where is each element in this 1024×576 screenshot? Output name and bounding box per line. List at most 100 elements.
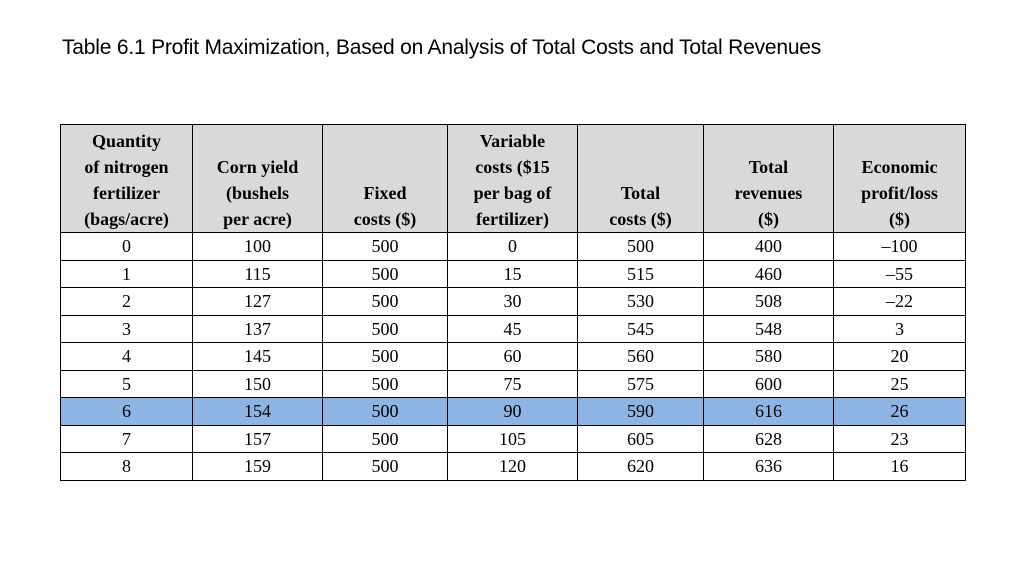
cell-total-costs: 590: [577, 397, 704, 426]
cell-quantity: 3: [60, 314, 193, 343]
table-row: 8 159 500 120 620 636 16: [60, 452, 966, 481]
cell-quantity: 4: [60, 342, 193, 371]
header-total-costs: Total costs ($): [577, 124, 704, 233]
cell-fixed-costs: 500: [322, 314, 448, 343]
header-line: Economic: [861, 157, 938, 177]
cell-variable-costs: 105: [447, 424, 578, 453]
cell-total-revenues: 400: [703, 232, 834, 261]
cell-economic-profit: 3: [833, 314, 966, 343]
cell-quantity: 5: [60, 369, 193, 398]
header-line: revenues: [734, 183, 803, 203]
table-row: 3 137 500 45 545 548 3: [60, 314, 966, 343]
cell-economic-profit: –100: [833, 232, 966, 261]
header-fixed-costs: Fixed costs ($): [322, 124, 448, 233]
cell-variable-costs: 120: [447, 452, 578, 481]
cell-economic-profit: 25: [833, 369, 966, 398]
cell-total-revenues: 580: [703, 342, 834, 371]
header-line: costs ($): [353, 209, 417, 229]
table-row: 5 150 500 75 575 600 25: [60, 369, 966, 398]
header-line: per bag of: [473, 183, 552, 203]
table-row-highlighted: 6 154 500 90 590 616 26: [60, 397, 966, 426]
cell-corn-yield: 150: [192, 369, 323, 398]
cell-variable-costs: 0: [447, 232, 578, 261]
header-line: of nitrogen: [84, 157, 169, 177]
header-line: costs ($15: [475, 157, 550, 177]
cell-fixed-costs: 500: [322, 424, 448, 453]
header-line: (bags/acre): [84, 209, 169, 229]
cell-total-costs: 515: [577, 259, 704, 288]
header-corn-yield: Corn yield (bushels per acre): [192, 124, 323, 233]
cell-corn-yield: 127: [192, 287, 323, 316]
cell-variable-costs: 45: [447, 314, 578, 343]
cell-economic-profit: 26: [833, 397, 966, 426]
cell-total-revenues: 616: [703, 397, 834, 426]
header-line: Corn yield: [216, 157, 299, 177]
cell-variable-costs: 15: [447, 259, 578, 288]
header-line: Total: [748, 157, 789, 177]
profit-maximization-table: Quantity of nitrogen fertilizer (bags/ac…: [60, 124, 966, 481]
cell-corn-yield: 100: [192, 232, 323, 261]
header-quantity: Quantity of nitrogen fertilizer (bags/ac…: [60, 124, 193, 233]
cell-corn-yield: 145: [192, 342, 323, 371]
header-line: per acre): [223, 209, 292, 229]
cell-variable-costs: 75: [447, 369, 578, 398]
table-row: 1 115 500 15 515 460 –55: [60, 259, 966, 288]
cell-corn-yield: 137: [192, 314, 323, 343]
cell-total-costs: 530: [577, 287, 704, 316]
table-row: 7 157 500 105 605 628 23: [60, 424, 966, 453]
cell-fixed-costs: 500: [322, 452, 448, 481]
cell-total-costs: 500: [577, 232, 704, 261]
header-line: fertilizer): [476, 209, 549, 229]
cell-corn-yield: 154: [192, 397, 323, 426]
cell-quantity: 8: [60, 452, 193, 481]
cell-total-costs: 560: [577, 342, 704, 371]
cell-variable-costs: 60: [447, 342, 578, 371]
cell-quantity: 0: [60, 232, 193, 261]
cell-economic-profit: 23: [833, 424, 966, 453]
cell-economic-profit: –22: [833, 287, 966, 316]
cell-total-costs: 545: [577, 314, 704, 343]
header-line: Quantity: [91, 131, 161, 151]
cell-variable-costs: 30: [447, 287, 578, 316]
cell-quantity: 2: [60, 287, 193, 316]
cell-quantity: 1: [60, 259, 193, 288]
header-row: Quantity of nitrogen fertilizer (bags/ac…: [60, 124, 966, 233]
cell-fixed-costs: 500: [322, 232, 448, 261]
cell-total-costs: 605: [577, 424, 704, 453]
cell-economic-profit: –55: [833, 259, 966, 288]
table-row: 0 100 500 0 500 400 –100: [60, 232, 966, 261]
header-line: costs ($): [609, 209, 672, 229]
cell-total-costs: 620: [577, 452, 704, 481]
cell-fixed-costs: 500: [322, 287, 448, 316]
header-line: Variable: [479, 131, 546, 151]
header-line: profit/loss: [861, 183, 938, 203]
header-line: (bushels: [225, 183, 290, 203]
cell-variable-costs: 90: [447, 397, 578, 426]
cell-total-revenues: 636: [703, 452, 834, 481]
cell-quantity: 7: [60, 424, 193, 453]
header-line: ($): [758, 209, 779, 229]
cell-total-costs: 575: [577, 369, 704, 398]
header-line: Total: [620, 183, 661, 203]
cell-corn-yield: 157: [192, 424, 323, 453]
header-line: ($): [889, 209, 910, 229]
cell-fixed-costs: 500: [322, 369, 448, 398]
header-line: Fixed: [363, 183, 407, 203]
cell-total-revenues: 600: [703, 369, 834, 398]
cell-corn-yield: 115: [192, 259, 323, 288]
cell-economic-profit: 16: [833, 452, 966, 481]
header-total-revenues: Total revenues ($): [703, 124, 834, 233]
cell-economic-profit: 20: [833, 342, 966, 371]
cell-total-revenues: 508: [703, 287, 834, 316]
table-row: 2 127 500 30 530 508 –22: [60, 287, 966, 316]
cell-fixed-costs: 500: [322, 397, 448, 426]
table-row: 4 145 500 60 560 580 20: [60, 342, 966, 371]
header-variable-costs: Variable costs ($15 per bag of fertilize…: [447, 124, 578, 233]
cell-fixed-costs: 500: [322, 259, 448, 288]
header-line: fertilizer: [93, 183, 160, 203]
cell-total-revenues: 460: [703, 259, 834, 288]
cell-fixed-costs: 500: [322, 342, 448, 371]
header-economic-profit: Economic profit/loss ($): [833, 124, 966, 233]
cell-total-revenues: 628: [703, 424, 834, 453]
